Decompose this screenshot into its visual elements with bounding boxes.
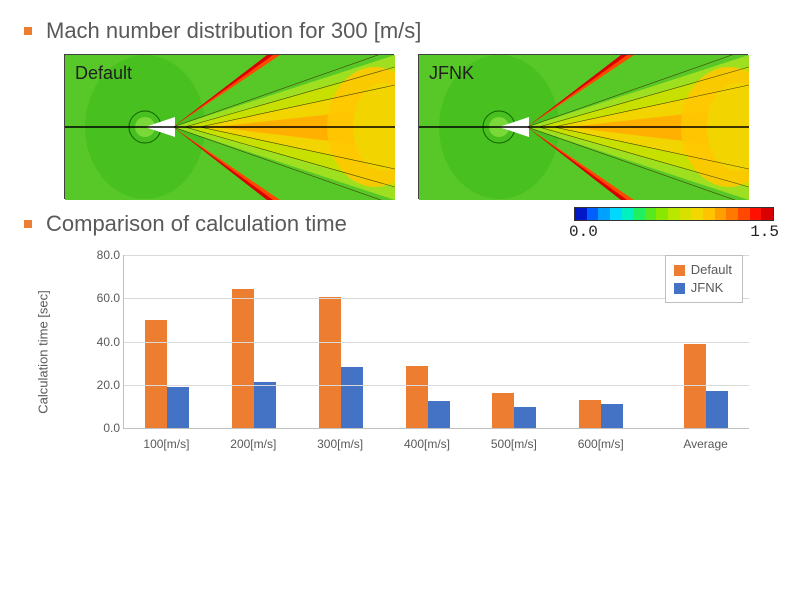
chart-gridline (124, 255, 749, 256)
heading-1: Mach number distribution for 300 [m/s] (46, 18, 421, 44)
heading-2-row: Comparison of calculation time (24, 211, 347, 237)
chart-bar (492, 393, 514, 428)
colorbar-segment (622, 208, 634, 220)
chart-gridline (124, 298, 749, 299)
colorbar-segment (587, 208, 599, 220)
chart-xlabel: 500[m/s] (470, 437, 557, 451)
legend-label: JFNK (691, 279, 724, 297)
chart-bar (406, 366, 428, 428)
legend-item: JFNK (674, 279, 732, 297)
colorbar-segment (761, 208, 773, 220)
legend-swatch (674, 265, 685, 276)
chart-ytick: 40.0 (80, 335, 120, 349)
colorbar-segment (633, 208, 645, 220)
chart-ytick: 60.0 (80, 291, 120, 305)
chart-bar (514, 407, 536, 428)
chart-xlabel: Average (662, 437, 749, 451)
bullet-icon (24, 27, 32, 35)
colorbar: 0.0 1.5 (569, 207, 779, 241)
chart-bar (428, 401, 450, 428)
colorbar-segment (726, 208, 738, 220)
colorbar-segment (668, 208, 680, 220)
chart-xlabel: 100[m/s] (123, 437, 210, 451)
colorbar-labels: 0.0 1.5 (569, 223, 779, 241)
chart-xlabels: 100[m/s]200[m/s]300[m/s]400[m/s]500[m/s]… (123, 437, 749, 451)
legend-swatch (674, 283, 685, 294)
colorbar-segment (703, 208, 715, 220)
legend-item: Default (674, 261, 732, 279)
colorbar-gradient (574, 207, 774, 221)
chart-bar (684, 344, 706, 428)
chart-xlabel: 600[m/s] (557, 437, 644, 451)
chart-plot-area: 0.020.040.060.080.0 (123, 255, 749, 429)
heading-2: Comparison of calculation time (46, 211, 347, 237)
contour-default: Default (64, 54, 394, 199)
colorbar-segment (575, 208, 587, 220)
chart-ylabel: Calculation time [sec] (36, 290, 51, 414)
contour-default-label: Default (75, 63, 132, 84)
second-row: Comparison of calculation time 0.0 1.5 (24, 207, 779, 241)
chart-legend: DefaultJFNK (665, 255, 743, 303)
legend-label: Default (691, 261, 732, 279)
chart-ytick: 20.0 (80, 378, 120, 392)
chart-bar (254, 382, 276, 428)
chart-bar (341, 367, 363, 428)
chart-gridline (124, 342, 749, 343)
colorbar-segment (610, 208, 622, 220)
colorbar-segment (715, 208, 727, 220)
colorbar-segment (656, 208, 668, 220)
chart-xlabel: 400[m/s] (384, 437, 471, 451)
chart-bar (706, 391, 728, 428)
colorbar-max: 1.5 (750, 223, 779, 241)
contour-jfnk: JFNK (418, 54, 748, 199)
colorbar-segment (750, 208, 762, 220)
chart-bar (145, 320, 167, 428)
contour-jfnk-label: JFNK (429, 63, 474, 84)
chart-xlabel: 200[m/s] (210, 437, 297, 451)
chart-gridline (124, 385, 749, 386)
heading-1-row: Mach number distribution for 300 [m/s] (24, 18, 779, 44)
colorbar-min: 0.0 (569, 223, 598, 241)
chart-bar (232, 289, 254, 428)
bar-chart: Calculation time [sec] 0.020.040.060.080… (79, 247, 749, 457)
chart-bar (601, 404, 623, 428)
colorbar-segment (680, 208, 692, 220)
chart-xlabel: 300[m/s] (297, 437, 384, 451)
chart-ytick: 0.0 (80, 421, 120, 435)
chart-bar (319, 297, 341, 428)
colorbar-segment (598, 208, 610, 220)
colorbar-segment (738, 208, 750, 220)
colorbar-segment (645, 208, 657, 220)
chart-ytick: 80.0 (80, 248, 120, 262)
colorbar-segment (691, 208, 703, 220)
contour-row: Default JFNK (64, 54, 779, 199)
chart-bar (579, 400, 601, 428)
bullet-icon (24, 220, 32, 228)
chart-bar (167, 387, 189, 428)
